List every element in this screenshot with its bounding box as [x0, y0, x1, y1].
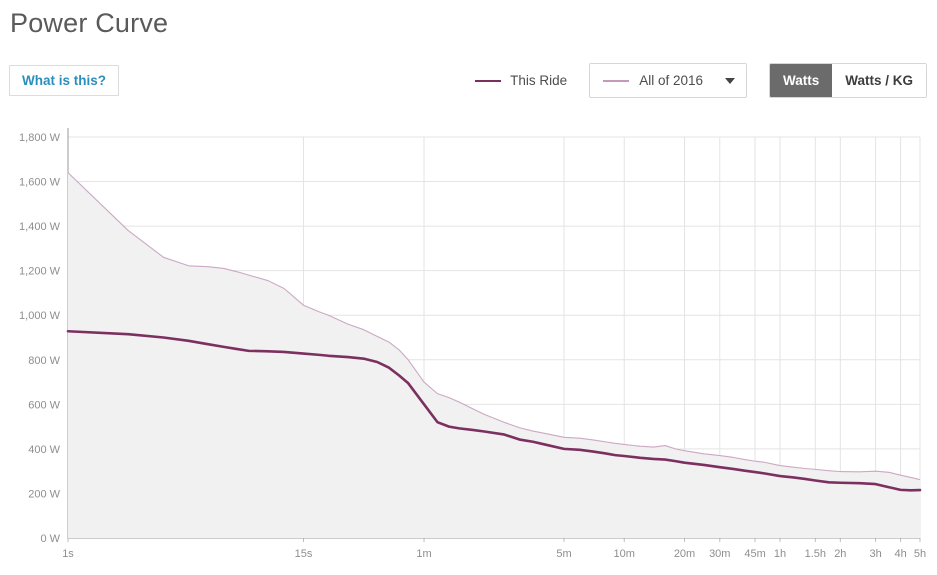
unit-toggle-group: Watts Watts / KG [768, 63, 927, 98]
y-axis-tick-label: 1,400 W [19, 221, 61, 233]
y-axis-tick-label: 1,600 W [19, 177, 61, 189]
legend-label-this-ride: This Ride [510, 73, 568, 88]
x-axis-tick-label: 1s [62, 548, 74, 560]
y-axis-tick-label: 800 W [28, 355, 60, 367]
chevron-down-icon[interactable] [724, 77, 735, 84]
x-axis-tick-label: 15s [295, 548, 313, 560]
legend-line-swatch-comparison-icon [603, 79, 630, 82]
area-fill-all-of-2016 [68, 172, 920, 538]
x-axis-tick-label: 2h [834, 548, 846, 560]
x-axis-tick-label: 1h [774, 548, 786, 560]
line-this-ride [66, 329, 922, 492]
legend-line-swatch-icon [475, 79, 502, 82]
power-curve-svg[interactable]: 1,800 W 1,600 W 1,400 W 1,200 W 1,000 W 800 W… [0, 118, 937, 575]
chart-controls: This Ride All of 2016 Watts Watts / KG [475, 63, 927, 98]
y-axis-tick-label: 200 W [28, 488, 60, 500]
y-axis-tick-label: 600 W [28, 399, 60, 411]
y-axis-tick-label: 400 W [28, 444, 60, 456]
unit-toggle-watts-per-kg[interactable]: Watts / KG [832, 64, 926, 97]
power-curve-chart: 1,800 W 1,600 W 1,400 W 1,200 W 1,000 W 800 W… [0, 118, 937, 575]
what-is-this-button[interactable]: What is this? [9, 65, 119, 96]
y-axis-tick-label: 1,200 W [19, 266, 61, 278]
x-axis-tick-label: 10m [614, 548, 635, 560]
y-axis-tick-label: 1,800 W [19, 132, 61, 144]
y-axis-tick-label: 0 W [40, 533, 60, 545]
x-axis-tick-label: 5m [556, 548, 571, 560]
x-axis-tick-label: 3h [869, 548, 881, 560]
x-axis-tick-label: 30m [709, 548, 730, 560]
x-axis-tick-label: 1m [416, 548, 431, 560]
x-axis-tick-label: 45m [744, 548, 765, 560]
page-title: Power Curve [10, 8, 169, 38]
what-is-this-label: What is this? [22, 73, 106, 88]
unit-toggle-watts[interactable]: Watts [769, 64, 833, 97]
x-axis-tick-label: 1.5h [805, 548, 826, 560]
comparison-select[interactable]: All of 2016 [589, 63, 747, 98]
x-axis-tick-label: 5h [914, 548, 926, 560]
x-axis-tick-label: 4h [894, 548, 906, 560]
line-all-of-2016 [67, 172, 921, 481]
y-axis-tick-label: 1,000 W [19, 310, 61, 322]
comparison-select-value: All of 2016 [639, 73, 703, 88]
x-axis-tick-label: 20m [674, 548, 695, 560]
legend-item-this-ride: This Ride [475, 73, 567, 88]
